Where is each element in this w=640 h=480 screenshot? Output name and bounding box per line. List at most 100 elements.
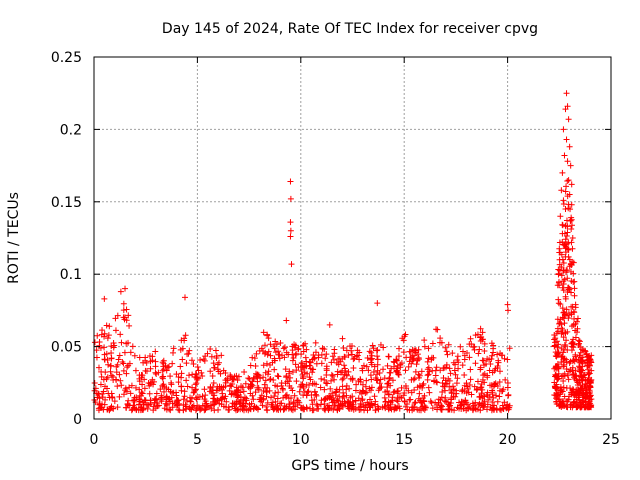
data-point: [287, 219, 294, 226]
data-point: [317, 384, 324, 391]
x-tick-label: 0: [90, 432, 99, 448]
data-point: [566, 191, 573, 198]
data-point: [358, 390, 365, 397]
data-point: [585, 400, 592, 407]
data-point: [170, 349, 177, 356]
data-point: [368, 349, 375, 356]
data-point: [558, 404, 565, 411]
data-point: [280, 345, 287, 352]
data-point: [117, 288, 124, 295]
data-point: [558, 359, 565, 366]
data-point: [339, 335, 346, 342]
data-point: [141, 385, 148, 392]
data-point: [562, 330, 569, 337]
data-point: [271, 393, 278, 400]
data-point: [259, 402, 266, 409]
data-point: [374, 377, 381, 384]
data-point: [329, 373, 336, 380]
data-point: [271, 366, 278, 373]
data-point: [584, 363, 591, 370]
data-point: [425, 364, 432, 371]
data-point: [393, 367, 400, 374]
data-point: [411, 375, 418, 382]
data-point: [322, 395, 329, 402]
data-point: [425, 371, 432, 378]
data-point: [186, 347, 193, 354]
data-point: [336, 393, 343, 400]
data-point: [564, 404, 571, 411]
data-point: [208, 353, 215, 360]
data-point: [568, 389, 575, 396]
data-point: [572, 334, 579, 341]
data-point: [439, 389, 446, 396]
data-point: [323, 351, 330, 358]
data-point: [272, 382, 279, 389]
data-point: [555, 328, 562, 335]
data-point: [303, 405, 310, 412]
data-point: [305, 388, 312, 395]
data-point: [561, 242, 568, 249]
data-point: [384, 362, 391, 369]
data-point: [153, 396, 160, 403]
data-point: [298, 351, 305, 358]
data-point: [313, 392, 320, 399]
data-point: [274, 395, 281, 402]
data-point: [143, 401, 150, 408]
data-point: [585, 384, 592, 391]
data-point: [458, 398, 465, 405]
data-point: [108, 372, 115, 379]
grid-lines: [94, 57, 611, 419]
data-point: [382, 389, 389, 396]
data-point: [121, 349, 128, 356]
data-point: [206, 404, 213, 411]
data-point: [120, 391, 127, 398]
data-point: [478, 390, 485, 397]
data-point: [560, 349, 567, 356]
data-point: [374, 300, 381, 307]
data-point: [424, 358, 431, 365]
y-tick-label: 0.05: [51, 340, 82, 356]
data-point: [468, 341, 475, 348]
data-point: [494, 362, 501, 369]
data-point: [193, 396, 200, 403]
data-point: [111, 398, 118, 405]
data-point: [385, 405, 392, 412]
data-point: [374, 371, 381, 378]
data-point: [339, 376, 346, 383]
data-point: [573, 318, 580, 325]
data-point: [553, 338, 560, 345]
data-point: [306, 374, 313, 381]
data-point: [210, 379, 217, 386]
data-point: [125, 312, 132, 319]
data-point: [556, 239, 563, 246]
data-point: [240, 388, 247, 395]
data-point: [212, 347, 219, 354]
data-point: [394, 404, 401, 411]
data-point: [300, 385, 307, 392]
data-point: [491, 367, 498, 374]
data-point: [480, 357, 487, 364]
data-point: [454, 357, 461, 364]
data-point: [378, 383, 385, 390]
data-point: [274, 405, 281, 412]
data-point: [328, 377, 335, 384]
data-point: [233, 372, 240, 379]
data-point: [494, 398, 501, 405]
data-point: [120, 367, 127, 374]
data-point: [565, 376, 572, 383]
data-point: [323, 367, 330, 374]
data-point: [493, 406, 500, 413]
data-point: [207, 368, 214, 375]
data-point: [94, 332, 101, 339]
data-point: [298, 405, 305, 412]
data-point: [261, 381, 268, 388]
data-point: [573, 356, 580, 363]
data-point: [190, 389, 197, 396]
data-point: [481, 347, 488, 354]
data-point: [368, 361, 375, 368]
data-point: [433, 364, 440, 371]
data-point: [96, 401, 103, 408]
data-point: [283, 317, 290, 324]
data-point: [183, 360, 190, 367]
